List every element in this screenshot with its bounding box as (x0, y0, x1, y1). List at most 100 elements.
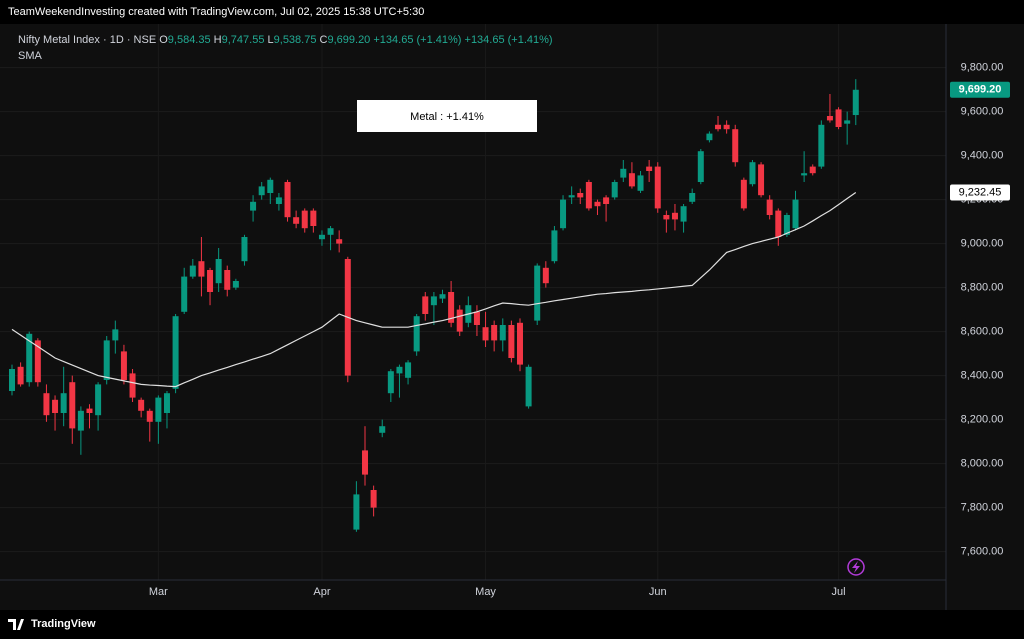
candle-body (17, 366, 24, 385)
legend-line: Nifty Metal Index · 1D · NSE O9,584.35 H… (18, 34, 553, 46)
candle-body (396, 366, 403, 374)
y-tick-label: 8,200.00 (961, 414, 1004, 426)
candle-body (758, 164, 765, 196)
sma-line (11, 191, 857, 388)
candle-body (232, 281, 239, 288)
candle-body (516, 322, 523, 365)
legend-change-pct: +134.65 (+1.41%) (465, 34, 553, 46)
candle-body (697, 151, 704, 182)
candle-body (577, 193, 584, 198)
candle-body (499, 325, 506, 341)
candle-body (551, 230, 558, 262)
candle-body (241, 237, 248, 262)
candle-body (189, 265, 196, 277)
x-tick-label: Jul (832, 586, 846, 598)
candle-body (284, 182, 291, 218)
candle-body (448, 292, 455, 323)
candle-body (844, 120, 851, 124)
annotation: Metal : +1.41% (410, 111, 484, 123)
candle-body (146, 410, 153, 422)
candle-body (646, 166, 653, 171)
candle-body (560, 199, 567, 229)
candle-body (818, 124, 825, 167)
candle-body (689, 193, 696, 202)
legend-c: C (320, 34, 328, 46)
y-tick-label: 9,400.00 (961, 150, 1004, 162)
candle-body (155, 397, 162, 422)
candle-body (766, 199, 773, 215)
candle-body (112, 329, 119, 341)
candle-body (293, 217, 300, 224)
x-tick-label: Jun (649, 586, 667, 598)
candle-body (422, 296, 429, 314)
candle-body (792, 199, 799, 229)
last-price-box (950, 81, 1010, 98)
candle-body (207, 270, 214, 292)
candle-body (318, 234, 325, 240)
y-tick-label: 8,600.00 (961, 326, 1004, 338)
candle-body (353, 494, 360, 530)
candle-body (439, 294, 446, 299)
candle-body (456, 309, 463, 332)
candle-body (525, 366, 532, 407)
candle-body (473, 311, 480, 325)
candle-body (534, 265, 541, 321)
x-tick-label: Apr (313, 586, 330, 598)
candle-body (732, 129, 739, 163)
candle-body (405, 362, 412, 378)
header-bar (0, 0, 1024, 24)
candle-body (172, 316, 179, 389)
candle-body (34, 340, 41, 383)
candle-body (26, 333, 33, 383)
candle-body (198, 261, 205, 277)
candle-body (163, 393, 170, 413)
candle-body (715, 124, 722, 130)
candle-body (95, 384, 102, 416)
candle-body (594, 201, 601, 207)
footer-bar (0, 610, 1024, 639)
candle-body (663, 215, 670, 220)
candle-body (275, 197, 282, 204)
candle-body (138, 399, 145, 411)
sma-price-label: 9,232.45 (959, 186, 1002, 198)
x-tick-label: May (475, 586, 496, 598)
legend-sma: SMA (18, 50, 43, 62)
candle-body (301, 210, 308, 229)
candle-body (86, 408, 93, 413)
y-tick-label: 8,800.00 (961, 282, 1004, 294)
last-price-label: 9,699.20 (959, 84, 1002, 96)
candle-body (852, 89, 859, 116)
legend-o-value: 9,584.35 (168, 34, 211, 46)
candle-body (628, 173, 635, 187)
candle-body (783, 215, 790, 235)
candle-body (370, 490, 377, 508)
y-tick-label: 7,600.00 (961, 546, 1004, 558)
candle-body (9, 369, 15, 391)
candle-body (801, 173, 808, 176)
legend-l: L (268, 34, 274, 46)
sma-price-box (950, 184, 1010, 201)
candle-body (775, 210, 782, 237)
candle-body (491, 325, 498, 341)
lightning-bolt (852, 561, 860, 573)
candle-body (181, 276, 188, 312)
candle-body (603, 197, 610, 204)
y-tick-label: 8,400.00 (961, 370, 1004, 382)
candle-body (77, 410, 84, 431)
legend-o: O (159, 34, 168, 46)
candle-body (215, 259, 222, 284)
y-tick-label: 8,000.00 (961, 458, 1004, 470)
annotation-box (357, 100, 537, 132)
candle-body (387, 371, 394, 394)
candle-body (430, 296, 437, 306)
candle-body (103, 340, 110, 380)
logo (8, 619, 24, 630)
candle-body (43, 393, 50, 416)
candle-body (585, 182, 592, 209)
lightning-icon[interactable] (847, 558, 865, 576)
legend-l-value: 9,538.75 (274, 34, 317, 46)
candle-body (749, 162, 756, 185)
candle-body (310, 210, 317, 226)
